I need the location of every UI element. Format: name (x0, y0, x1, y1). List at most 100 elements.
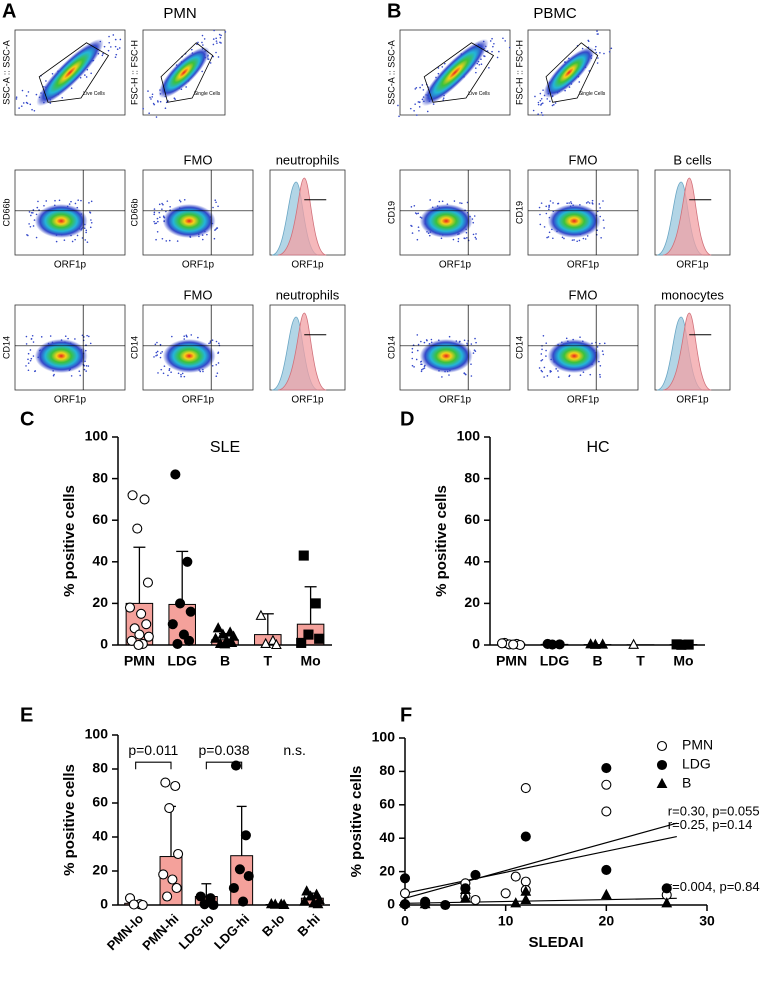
data-point (661, 897, 673, 908)
event-dot (475, 341, 477, 344)
event-dot (155, 116, 158, 118)
event-dot (430, 338, 433, 341)
event-dot (489, 40, 492, 42)
event-dot (162, 203, 164, 206)
event-dot (206, 233, 208, 236)
event-dot (224, 31, 227, 33)
event-dot (537, 113, 539, 116)
data-point (601, 763, 612, 774)
event-dot (53, 373, 55, 376)
flow-ylabel: SSC-A :: SSC-A (1, 40, 11, 105)
data-point (172, 638, 183, 650)
event-dot (599, 373, 601, 376)
event-dot (463, 372, 465, 375)
chart-title: SLE (210, 439, 240, 456)
flow-plot: CD14 ORF1p (386, 304, 511, 406)
event-dot (33, 109, 36, 112)
event-dot (413, 205, 416, 207)
event-dot (215, 228, 217, 230)
fit-label: r=0.004, p=0.84 (668, 879, 760, 894)
flow-xlabel: ORF1p (182, 395, 215, 406)
legend-marker (656, 759, 668, 771)
data-point (399, 888, 411, 899)
event-dot (30, 214, 32, 217)
panel-letter: E (20, 704, 33, 726)
event-dot (88, 335, 90, 338)
event-dot (589, 373, 592, 376)
event-dot (83, 364, 86, 367)
event-dot (216, 372, 219, 374)
event-dot (537, 103, 540, 106)
event-dot (28, 223, 30, 225)
x-tick-label: LDG (540, 653, 570, 669)
event-dot (470, 363, 472, 365)
event-dot (90, 221, 93, 224)
y-tick-label: 0 (100, 896, 108, 912)
event-dot (190, 48, 193, 51)
event-dot (474, 350, 477, 352)
data-point (314, 633, 325, 644)
event-dot (155, 222, 158, 224)
y-tick-label: 20 (379, 862, 395, 878)
density (419, 339, 473, 373)
event-dot (573, 239, 575, 241)
event-dot (491, 50, 493, 53)
flow-plot: neutrophils ORF1p (269, 152, 346, 271)
x-tick-label: 30 (699, 913, 715, 929)
flow-plot: B cells ORF1p (654, 152, 731, 271)
data-point (173, 848, 184, 860)
data-point (183, 635, 195, 646)
event-dot (600, 236, 602, 239)
event-dot (83, 368, 86, 371)
density (547, 204, 601, 238)
event-dot (542, 114, 544, 116)
event-dot (215, 375, 218, 378)
legend-marker (656, 740, 668, 752)
event-dot (596, 62, 599, 64)
event-dot (27, 358, 29, 361)
event-dot (112, 34, 115, 36)
event-dot (183, 335, 186, 338)
event-dot (410, 206, 413, 208)
event-dot (579, 374, 582, 376)
event-dot (61, 96, 64, 99)
event-dot (153, 356, 155, 358)
data-point (240, 830, 251, 841)
event-dot (465, 231, 468, 234)
data-point (269, 898, 281, 909)
event-dot (426, 110, 429, 113)
x-tick-label: T (264, 653, 273, 669)
event-dot (32, 341, 35, 343)
event-dot (148, 112, 150, 115)
event-dot (51, 72, 54, 75)
event-dot (218, 342, 220, 345)
event-dot (463, 339, 466, 342)
event-dot (599, 207, 601, 209)
data-point (167, 619, 178, 630)
event-dot (170, 371, 172, 374)
event-dot (22, 102, 25, 104)
event-dot (542, 335, 545, 337)
data-point (226, 636, 238, 647)
event-dot (602, 200, 604, 202)
event-dot (459, 202, 461, 204)
x-tick-label: Mo (673, 653, 693, 669)
fit-label: r=0.30, p=0.055 (668, 804, 760, 819)
event-dot (25, 343, 28, 345)
fit-line (404, 897, 677, 904)
event-dot (201, 34, 204, 37)
event-dot (209, 62, 212, 64)
event-dot (78, 370, 81, 372)
event-dot (448, 335, 451, 338)
event-dot (114, 56, 117, 58)
gate-label: Live Cells (83, 91, 105, 97)
y-tick-label: 60 (464, 511, 480, 527)
event-dot (211, 364, 214, 367)
event-dot (157, 101, 159, 103)
event-dot (49, 335, 52, 337)
event-dot (29, 103, 32, 106)
event-dot (216, 42, 218, 44)
event-dot (85, 370, 87, 372)
data-point (470, 869, 481, 880)
